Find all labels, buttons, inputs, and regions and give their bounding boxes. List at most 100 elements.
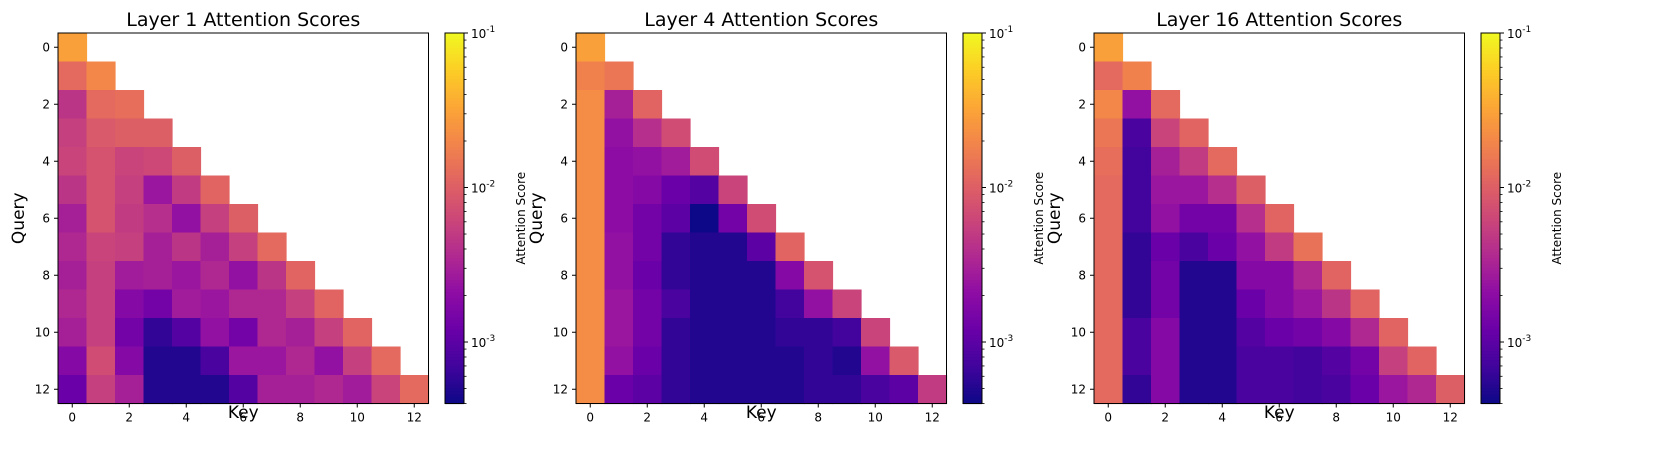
colorbar-band (445, 73, 464, 77)
heatmap-cell (604, 204, 634, 234)
y-tick-label: 8 (1078, 268, 1086, 282)
colorbar-band (445, 113, 464, 117)
heatmap-cell (257, 346, 287, 376)
heatmap-cell (143, 204, 173, 234)
colorbar-band (1481, 175, 1500, 179)
heatmap-cell (1293, 346, 1323, 376)
x-tick-label: 12 (1443, 411, 1458, 425)
colorbar-band (963, 42, 982, 46)
heatmap-cell (229, 261, 259, 291)
colorbar-band (445, 202, 464, 207)
heatmap-cell (604, 261, 634, 291)
colorbar-band (963, 122, 982, 127)
colorbar-tick-base: 10 (989, 336, 1004, 350)
y-tick-label: 2 (42, 97, 50, 111)
heatmap-cell (1236, 261, 1266, 291)
heatmap-cell (1122, 147, 1152, 177)
colorbar-band (445, 171, 464, 176)
heatmap-cell (718, 261, 748, 291)
colorbar-band (1481, 381, 1500, 386)
heatmap-cell (1094, 232, 1124, 262)
x-tick-label: 8 (814, 411, 822, 425)
colorbar-band (963, 178, 982, 182)
colorbar-band (1481, 230, 1500, 235)
colorbar-band (1481, 104, 1500, 108)
colorbar-band (445, 369, 464, 374)
colorbar-band (1481, 208, 1500, 213)
colorbar-band (445, 144, 464, 148)
colorbar-band (445, 304, 464, 309)
heatmap-cells (58, 33, 430, 405)
colorbar-band (445, 295, 464, 300)
colorbar-band (963, 175, 982, 179)
colorbar-band (1481, 88, 1500, 93)
colorbar-tick-label: 10-3 (1507, 334, 1531, 350)
colorbar-band (445, 193, 464, 198)
colorbar-band (963, 239, 982, 244)
colorbar-band (1481, 283, 1500, 287)
heatmap-cell (1094, 261, 1124, 291)
heatmap-cell (58, 118, 88, 148)
heatmap-cell (861, 346, 891, 376)
heatmap-cell (633, 346, 663, 376)
colorbar-band (445, 264, 464, 269)
colorbar-band (1481, 36, 1500, 40)
heatmap-cell (1208, 175, 1238, 205)
heatmap-cell (804, 318, 834, 348)
colorbar-band (445, 372, 464, 377)
colorbar-band (445, 107, 464, 111)
colorbar-band (445, 310, 464, 315)
colorbar-band (963, 73, 982, 77)
heatmap-cell (143, 147, 173, 177)
colorbar-band (445, 45, 464, 50)
heatmap-cell (690, 375, 720, 405)
heatmap-cell (775, 346, 805, 376)
colorbar-band (445, 88, 464, 93)
heatmap-cell (143, 232, 173, 262)
heatmap-cell (86, 118, 116, 148)
colorbar-band (963, 76, 982, 80)
heatmap-cell (58, 175, 88, 205)
colorbar-band (963, 224, 982, 229)
heatmap-cell (86, 375, 116, 405)
heatmap-cell (633, 375, 663, 405)
heatmap-cell (115, 90, 145, 120)
colorbar-band (1481, 310, 1500, 315)
x-tick-label: 8 (1332, 411, 1340, 425)
heatmap-cell (775, 232, 805, 262)
colorbar-band (445, 273, 464, 278)
colorbar-tick-label: 10-2 (989, 180, 1013, 196)
heatmap-cell (1208, 204, 1238, 234)
colorbar-tick-base: 10 (1507, 27, 1522, 41)
colorbar-band (963, 236, 982, 241)
colorbar-band (963, 162, 982, 167)
heatmap-cell (58, 232, 88, 262)
colorbar-band (1481, 307, 1500, 312)
colorbar-band (963, 168, 982, 173)
heatmap-cell (1151, 90, 1181, 120)
y-tick-label: 10 (35, 325, 50, 339)
colorbar-tick-label: 10-3 (471, 334, 495, 350)
colorbar-band (445, 33, 464, 37)
heatmap-cell (1122, 118, 1152, 148)
colorbar-tick-base: 10 (989, 182, 1004, 196)
heatmap-cell (747, 261, 777, 291)
colorbar-band (963, 110, 982, 114)
colorbar-band (1481, 273, 1500, 278)
colorbar-band (963, 292, 982, 297)
x-tick-label: 10 (1386, 411, 1401, 425)
colorbar-band (1481, 317, 1500, 321)
heatmap-cell (832, 346, 862, 376)
colorbar-band (963, 394, 982, 398)
colorbar-band (1481, 221, 1500, 226)
chart-title: Layer 1 Attention Scores (126, 9, 360, 31)
heatmap-cell (1151, 375, 1181, 405)
colorbar-band (1481, 54, 1500, 59)
colorbar-band (1481, 168, 1500, 173)
colorbar-band (963, 159, 982, 164)
heatmap-cell (1094, 90, 1124, 120)
colorbar-band (1481, 227, 1500, 232)
heatmap-cell (576, 33, 606, 63)
colorbar-band (1481, 128, 1500, 133)
colorbar-band (445, 70, 464, 74)
